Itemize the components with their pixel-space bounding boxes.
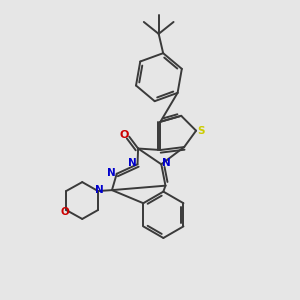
Text: S: S [198,126,205,136]
Text: N: N [128,158,137,168]
Text: N: N [162,158,170,168]
Text: O: O [61,206,70,217]
Text: N: N [107,168,116,178]
Text: O: O [119,130,128,140]
Text: N: N [94,185,103,195]
